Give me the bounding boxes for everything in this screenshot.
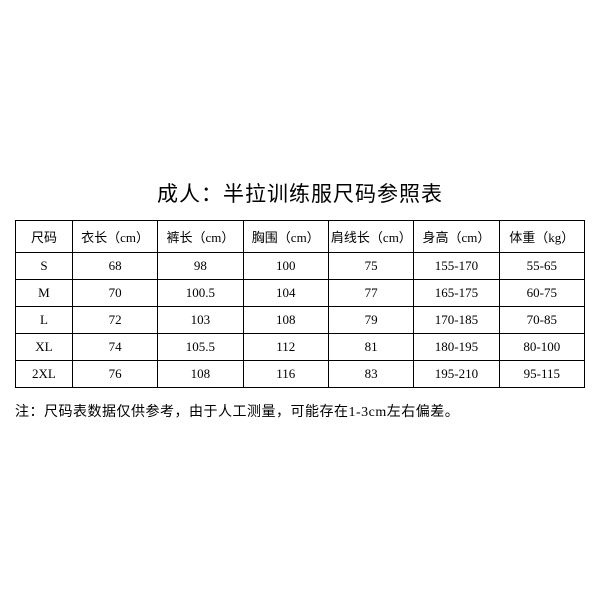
cell-data: 77 bbox=[328, 279, 413, 306]
cell-size: M bbox=[16, 279, 73, 306]
cell-data: 103 bbox=[158, 306, 243, 333]
col-header-chest: 胸围（cm） bbox=[243, 220, 328, 252]
cell-data: 80-100 bbox=[499, 333, 584, 360]
cell-data: 74 bbox=[72, 333, 157, 360]
cell-size: 2XL bbox=[16, 360, 73, 387]
cell-data: 116 bbox=[243, 360, 328, 387]
footnote: 注：尺码表数据仅供参考，由于人工测量，可能存在1-3cm左右偏差。 bbox=[15, 402, 585, 423]
cell-data: 100 bbox=[243, 252, 328, 279]
col-header-weight: 体重（kg） bbox=[499, 220, 584, 252]
cell-data: 81 bbox=[328, 333, 413, 360]
cell-data: 68 bbox=[72, 252, 157, 279]
chart-title: 成人：半拉训练服尺码参照表 bbox=[15, 178, 585, 208]
table-body: S 68 98 100 75 155-170 55-65 M 70 100.5 … bbox=[16, 252, 585, 387]
table-row: XL 74 105.5 112 81 180-195 80-100 bbox=[16, 333, 585, 360]
cell-data: 70 bbox=[72, 279, 157, 306]
col-header-shoulder: 肩线长（cm） bbox=[328, 220, 413, 252]
cell-data: 104 bbox=[243, 279, 328, 306]
table-header-row: 尺码 衣长（cm） 裤长（cm） 胸围（cm） 肩线长（cm） 身高（cm） 体… bbox=[16, 220, 585, 252]
col-header-size: 尺码 bbox=[16, 220, 73, 252]
cell-data: 60-75 bbox=[499, 279, 584, 306]
cell-data: 108 bbox=[243, 306, 328, 333]
cell-data: 100.5 bbox=[158, 279, 243, 306]
cell-data: 195-210 bbox=[414, 360, 499, 387]
cell-data: 165-175 bbox=[414, 279, 499, 306]
cell-data: 105.5 bbox=[158, 333, 243, 360]
cell-data: 76 bbox=[72, 360, 157, 387]
cell-data: 83 bbox=[328, 360, 413, 387]
cell-data: 108 bbox=[158, 360, 243, 387]
cell-data: 95-115 bbox=[499, 360, 584, 387]
cell-data: 112 bbox=[243, 333, 328, 360]
cell-size: XL bbox=[16, 333, 73, 360]
cell-size: L bbox=[16, 306, 73, 333]
cell-data: 170-185 bbox=[414, 306, 499, 333]
table-row: S 68 98 100 75 155-170 55-65 bbox=[16, 252, 585, 279]
table-row: 2XL 76 108 116 83 195-210 95-115 bbox=[16, 360, 585, 387]
col-header-length: 衣长（cm） bbox=[72, 220, 157, 252]
cell-data: 70-85 bbox=[499, 306, 584, 333]
cell-data: 79 bbox=[328, 306, 413, 333]
cell-data: 75 bbox=[328, 252, 413, 279]
cell-data: 98 bbox=[158, 252, 243, 279]
col-header-height: 身高（cm） bbox=[414, 220, 499, 252]
cell-data: 155-170 bbox=[414, 252, 499, 279]
cell-data: 72 bbox=[72, 306, 157, 333]
table-row: L 72 103 108 79 170-185 70-85 bbox=[16, 306, 585, 333]
table-row: M 70 100.5 104 77 165-175 60-75 bbox=[16, 279, 585, 306]
cell-size: S bbox=[16, 252, 73, 279]
size-table: 尺码 衣长（cm） 裤长（cm） 胸围（cm） 肩线长（cm） 身高（cm） 体… bbox=[15, 220, 585, 388]
size-chart-container: 成人：半拉训练服尺码参照表 尺码 衣长（cm） 裤长（cm） 胸围（cm） 肩线… bbox=[15, 178, 585, 423]
cell-data: 180-195 bbox=[414, 333, 499, 360]
cell-data: 55-65 bbox=[499, 252, 584, 279]
col-header-pants: 裤长（cm） bbox=[158, 220, 243, 252]
